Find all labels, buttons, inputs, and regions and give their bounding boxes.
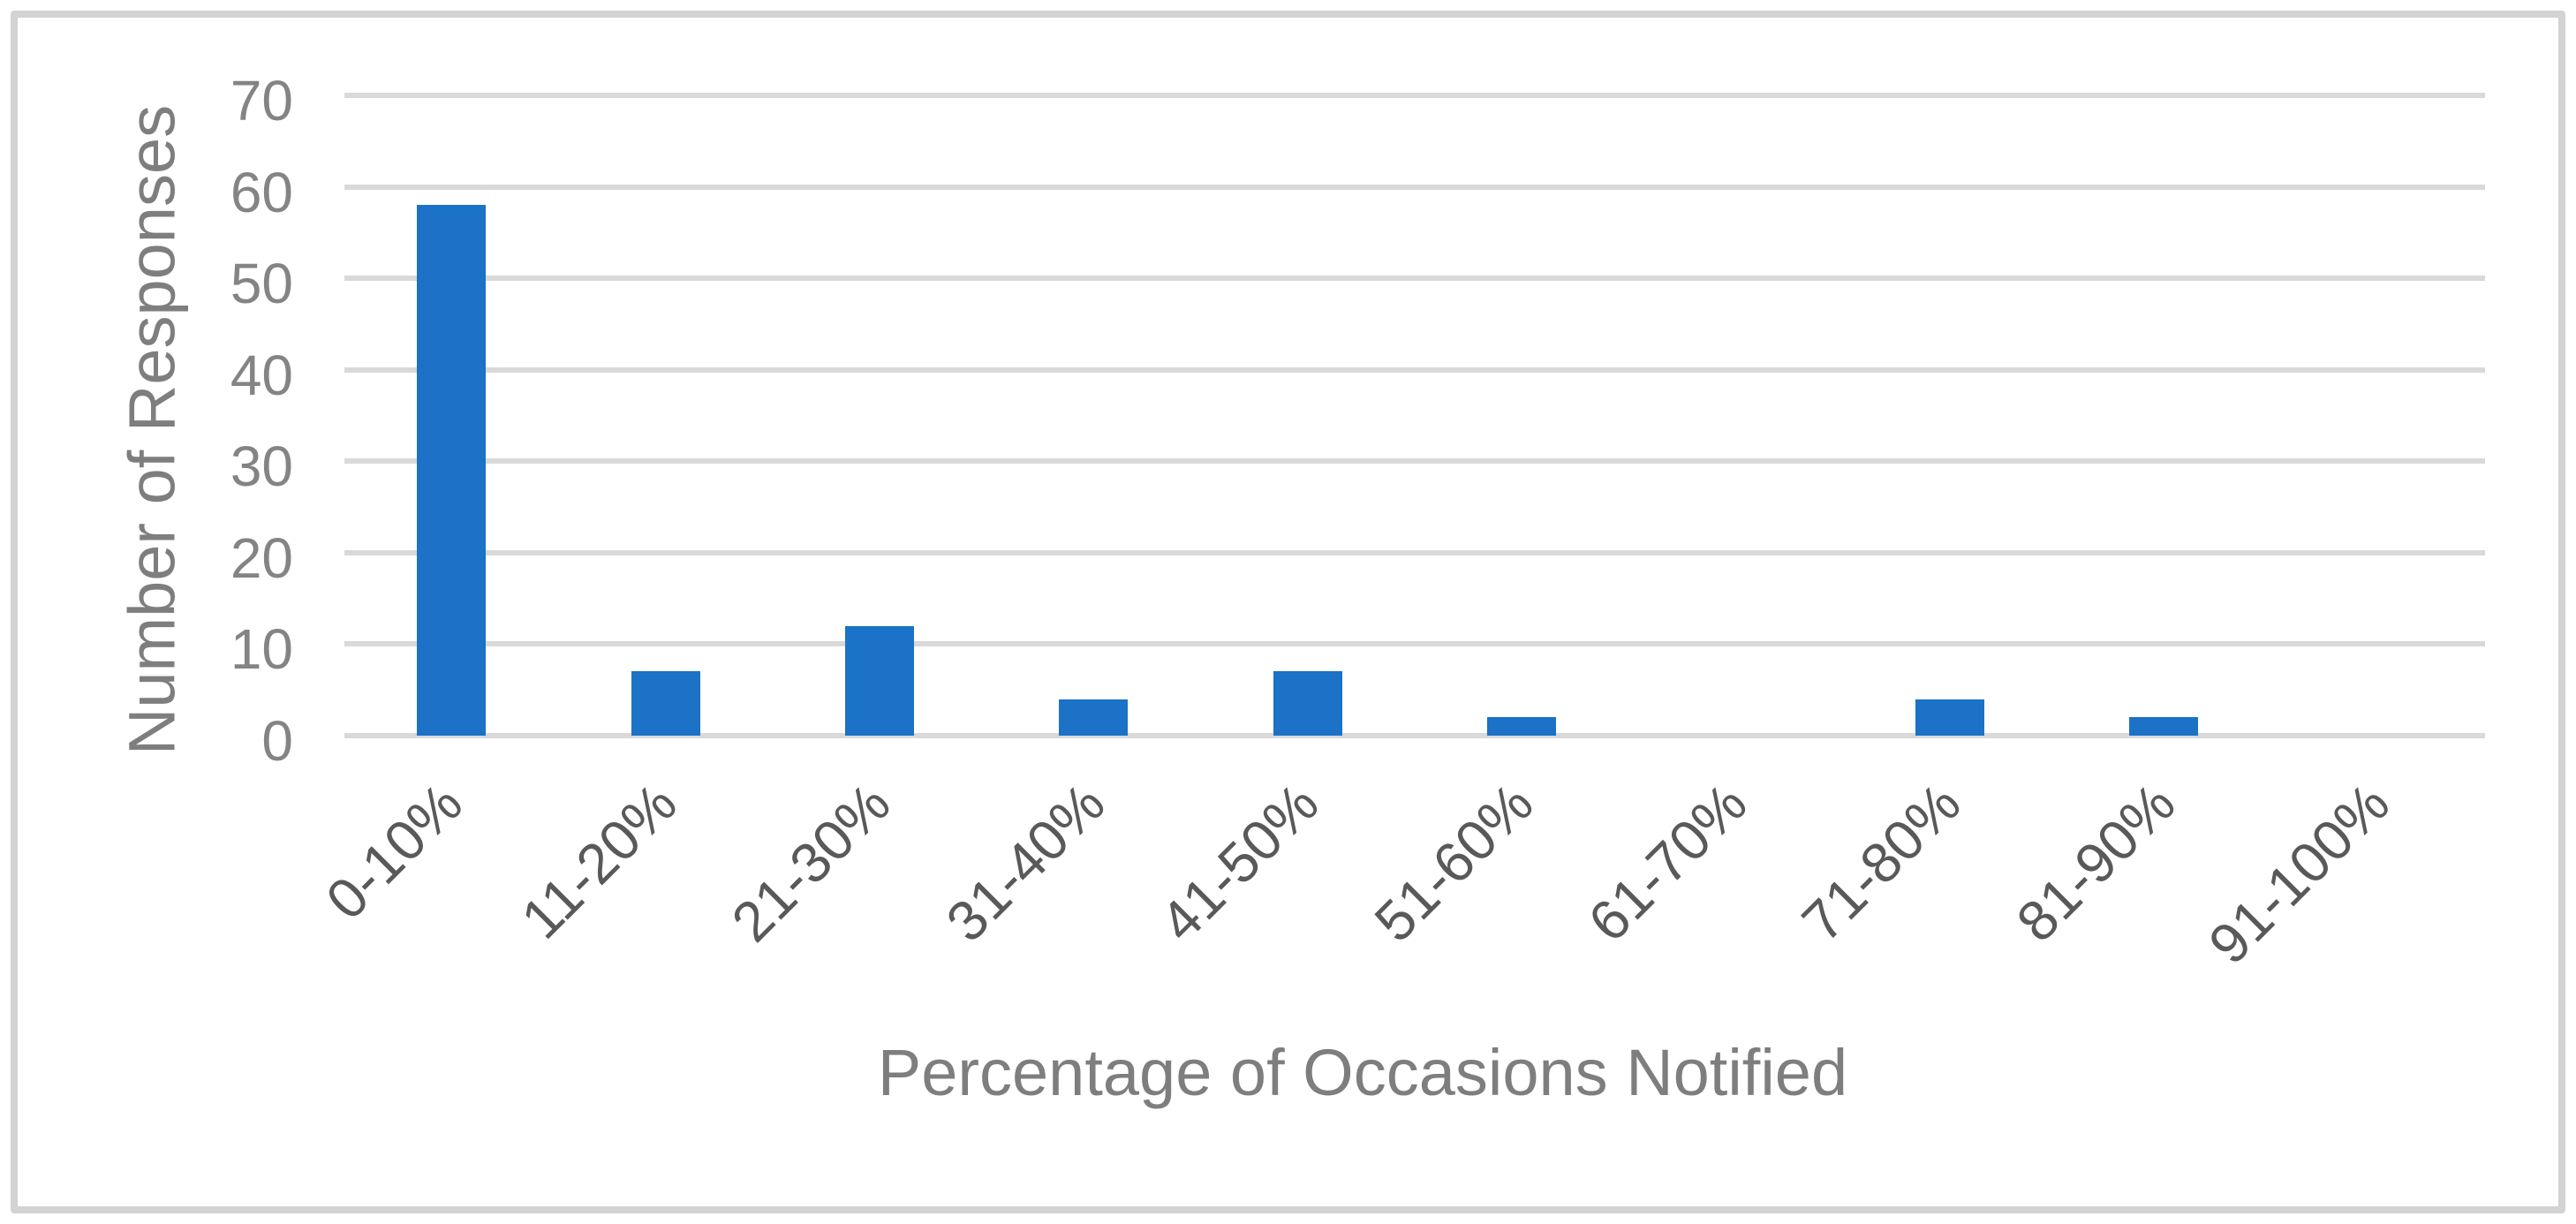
y-tick-label: 10 (230, 617, 293, 682)
y-tick-label: 0 (261, 709, 293, 773)
x-axis-title: Percentage of Occasions Notified (877, 1036, 1848, 1109)
gridline (344, 549, 2485, 555)
bar-0-10% (417, 205, 487, 736)
y-tick-label: 20 (230, 525, 293, 590)
gridline (344, 733, 2485, 738)
gridline (344, 93, 2485, 98)
gridline (344, 184, 2485, 190)
y-tick-label: 50 (230, 252, 293, 316)
y-tick-label: 60 (230, 160, 293, 224)
bar-71-80% (1915, 699, 1984, 736)
y-tick-label: 40 (230, 343, 293, 407)
bar-31-40% (1059, 699, 1129, 736)
gridline (344, 366, 2485, 373)
bar-21-30% (845, 626, 914, 736)
bar-11-20% (631, 671, 700, 736)
gridline (344, 641, 2485, 647)
y-tick-label: 70 (230, 69, 293, 132)
gridline (344, 276, 2485, 282)
y-axis-title: Number of Responses (115, 104, 189, 756)
bar-81-90% (2129, 717, 2199, 736)
bar-51-60% (1487, 717, 1557, 736)
gridline (344, 458, 2485, 465)
y-tick-label: 30 (230, 434, 293, 499)
plot-area (344, 93, 2485, 738)
bar-41-50% (1273, 671, 1342, 736)
